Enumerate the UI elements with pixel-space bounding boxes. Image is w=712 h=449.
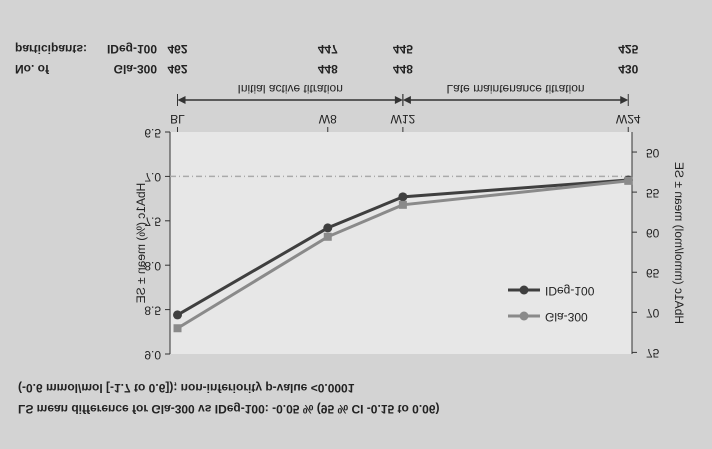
- participants-count: 462: [167, 62, 187, 76]
- participants-count: 462: [167, 42, 187, 56]
- y2-tick-label: 75: [646, 346, 660, 360]
- series-line: [176, 179, 629, 330]
- footnote: LS mean difference for Gla-300 vs IDeg-1…: [18, 402, 440, 416]
- participants-series: IDeg-100: [107, 42, 157, 56]
- participants-count: 448: [318, 62, 338, 76]
- participants-series: Gla-300: [114, 62, 158, 76]
- y-tick-label: 7.5: [144, 215, 161, 229]
- y-tick-label: 8.0: [144, 259, 161, 273]
- x-tick-label: W12: [391, 112, 416, 126]
- legend-marker: [519, 311, 529, 321]
- y-tick-label: 6.5: [144, 126, 161, 140]
- phase-label: Initial active titration: [237, 82, 342, 96]
- y-tick-label: 8.5: [144, 303, 161, 317]
- y2-tick-label: 55: [646, 186, 660, 200]
- plot-area: [170, 132, 632, 354]
- y2-tick-label: 50: [646, 146, 660, 160]
- legend-label: IDeg-100: [545, 284, 595, 298]
- participants-count: 445: [393, 42, 413, 56]
- participants-count: 448: [393, 62, 413, 76]
- y2-tick-label: 70: [646, 306, 660, 320]
- marker: [173, 310, 183, 320]
- x-tick-label: W8: [319, 112, 337, 126]
- legend-label: Gla-300: [545, 310, 588, 324]
- y2-tick-label: 60: [646, 226, 660, 240]
- x-tick-label: W24: [616, 112, 641, 126]
- y-tick-label: 9.0: [144, 348, 161, 362]
- series-line: [176, 178, 629, 317]
- participants-count: 425: [618, 42, 638, 56]
- marker: [323, 232, 332, 241]
- marker: [323, 223, 333, 233]
- participants-title: participants:: [15, 42, 87, 56]
- y-tick-label: 7.0: [144, 170, 161, 184]
- marker: [398, 192, 408, 202]
- marker: [624, 176, 633, 185]
- y2-axis-label: HbA1c (mmol/mol) mean ± SE: [672, 162, 686, 324]
- participants-count: 430: [618, 62, 638, 76]
- phase-label: Late maintenance titration: [447, 82, 585, 96]
- participants-count: 447: [318, 42, 338, 56]
- marker: [173, 324, 182, 333]
- marker: [398, 200, 407, 209]
- x-tick-label: BL: [170, 112, 185, 126]
- footnote: (-0.6 mmol/mol [-1.7 to 0.6]); non-infer…: [18, 381, 355, 395]
- y2-tick-label: 65: [646, 266, 660, 280]
- y-axis-label: HbA1c (%) mean ± SE: [134, 183, 148, 304]
- legend-marker: [519, 285, 529, 295]
- participants-title: No. of: [15, 62, 50, 76]
